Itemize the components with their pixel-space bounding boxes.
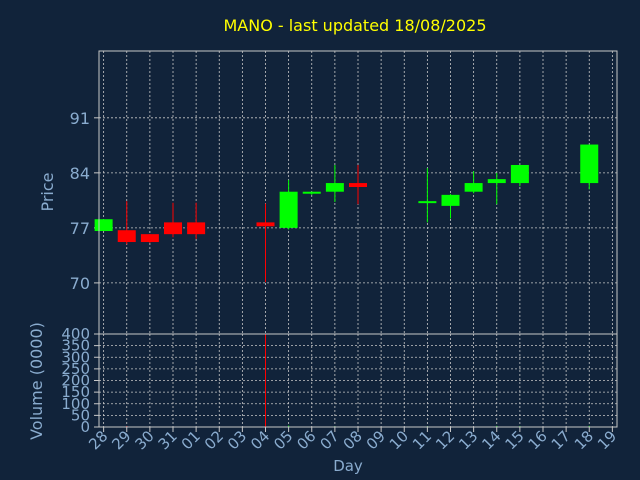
candle-body bbox=[464, 183, 483, 192]
candle-body bbox=[140, 234, 159, 243]
chart-title: MANO - last updated 18/08/2025 bbox=[223, 16, 486, 35]
volume-tick-label: 150 bbox=[61, 383, 90, 401]
price-tick-label: 84 bbox=[70, 164, 90, 183]
candle-body bbox=[325, 183, 344, 192]
volume-tick-label: 100 bbox=[61, 395, 90, 413]
candle-body bbox=[487, 179, 506, 184]
volume-tick-label: 250 bbox=[61, 360, 90, 378]
volume-axis-label: Volume (0000) bbox=[27, 322, 46, 440]
candle-body bbox=[418, 201, 437, 204]
volume-tick-label: 200 bbox=[61, 372, 90, 390]
candle-body bbox=[349, 183, 367, 187]
x-axis-label: Day bbox=[333, 457, 363, 475]
candle-body bbox=[164, 222, 182, 235]
candle-body bbox=[256, 222, 275, 227]
volume-tick-label: 400 bbox=[61, 325, 90, 343]
candle-body bbox=[187, 222, 206, 235]
candle-body bbox=[441, 194, 460, 206]
candle-body bbox=[117, 230, 136, 243]
volume-tick-label: 300 bbox=[61, 348, 90, 366]
volume-tick-label: 0 bbox=[80, 418, 90, 436]
candle-body bbox=[580, 144, 599, 184]
volume-tick-label: 350 bbox=[61, 337, 90, 355]
candle-body bbox=[510, 164, 529, 184]
price-tick-label: 77 bbox=[70, 219, 90, 238]
x-axis: 2829303101020304050607080910111213141516… bbox=[85, 427, 620, 453]
price-panel: 70 77 84 91 bbox=[70, 50, 618, 335]
x-tick-label: 19 bbox=[594, 427, 620, 453]
price-tick-label: 91 bbox=[70, 109, 90, 128]
candle-body bbox=[94, 219, 113, 232]
candle-body bbox=[279, 191, 298, 228]
price-tick-label: 70 bbox=[70, 274, 90, 293]
price-axis-label: Price bbox=[38, 172, 57, 211]
volume-tick-label: 50 bbox=[71, 406, 90, 424]
candle-body bbox=[302, 191, 321, 194]
